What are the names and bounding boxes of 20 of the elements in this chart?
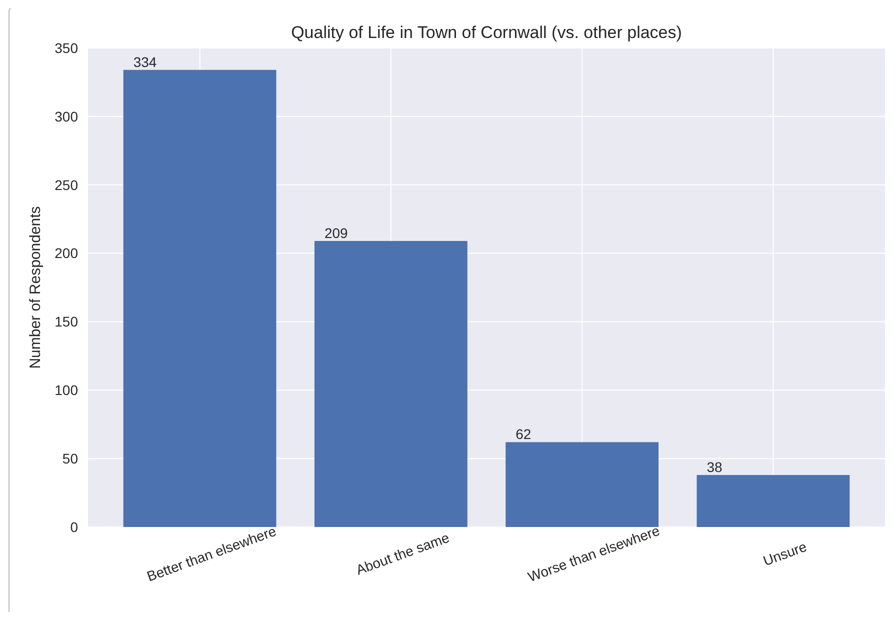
- data-label: 62: [516, 426, 532, 442]
- chart-title: Quality of Life in Town of Cornwall (vs. other places): [291, 23, 682, 42]
- x-tick-label: Unsure: [760, 538, 809, 569]
- y-tick-label: 350: [54, 40, 78, 56]
- y-tick-label: 300: [54, 108, 78, 124]
- bar: [123, 70, 276, 527]
- bar: [506, 442, 659, 527]
- x-tick-label: About the same: [354, 529, 452, 578]
- bar: [696, 474, 850, 527]
- y-tick-label: 150: [54, 314, 78, 330]
- data-label: 209: [324, 224, 348, 241]
- y-tick-label: 200: [54, 245, 78, 262]
- bar: [314, 240, 468, 527]
- y-tick-label: 250: [54, 176, 78, 193]
- y-tick-label: 50: [62, 450, 78, 466]
- data-label: 334: [133, 54, 157, 70]
- y-axis-title: Number of Respondents: [27, 206, 44, 369]
- data-label: 38: [706, 458, 723, 475]
- y-tick-label: 0: [70, 518, 78, 535]
- y-tick-label: 100: [54, 382, 78, 398]
